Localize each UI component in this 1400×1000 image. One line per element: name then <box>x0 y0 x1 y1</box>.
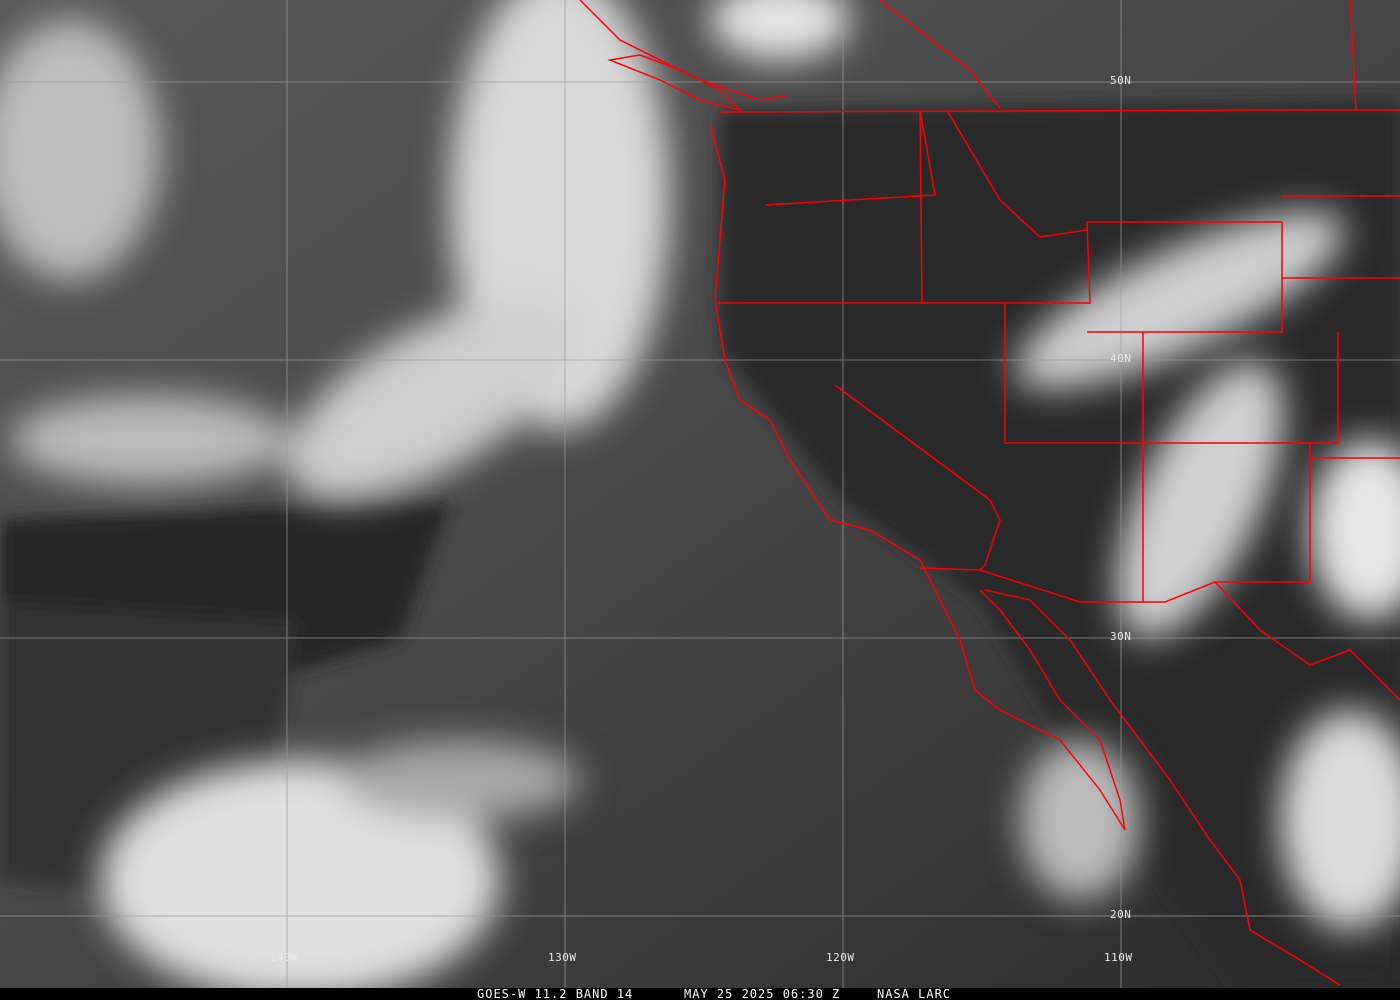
coastline <box>709 124 1126 831</box>
canada-border <box>719 109 1400 113</box>
vancouver-island <box>607 54 743 112</box>
wa-or <box>764 109 936 206</box>
gulf-coast <box>984 589 1341 986</box>
satellite-band-label: GOES-W 11.2 BAND 14 <box>477 987 634 1000</box>
political-borders <box>579 0 1400 986</box>
lon-label-130w: 130W <box>548 951 577 964</box>
nv-az <box>1004 303 1144 444</box>
lon-label-140w: 140W <box>270 951 299 964</box>
lat-label-20n: 20N <box>1110 908 1132 921</box>
ca-nv <box>834 384 1001 571</box>
caption-bar: GOES-W 11.2 BAND 14 MAY 25 2025 06:30 Z … <box>0 987 1400 1000</box>
credit-label: NASA LARC <box>877 987 952 1000</box>
datetime-label: MAY 25 2025 06:30 Z <box>684 987 841 1000</box>
lon-label-110w: 110W <box>1104 951 1133 964</box>
lon-label-120w: 120W <box>826 951 855 964</box>
lat-label-50n: 50N <box>1110 74 1132 87</box>
lat-label-40n: 40N <box>1110 352 1132 365</box>
lat-label-30n: 30N <box>1110 630 1132 643</box>
